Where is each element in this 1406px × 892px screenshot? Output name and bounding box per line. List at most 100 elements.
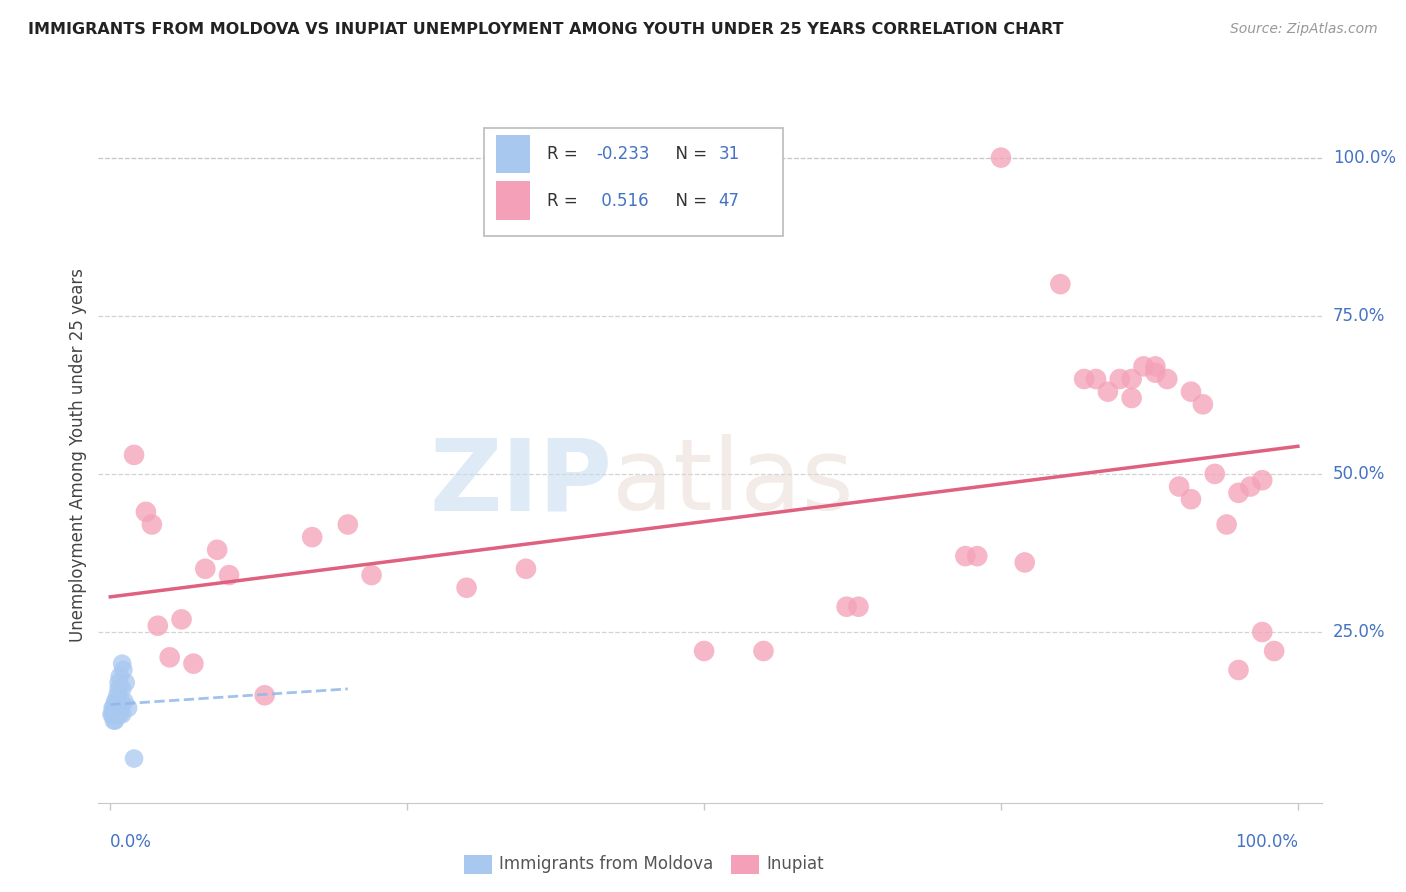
Text: Inupiat: Inupiat: [766, 855, 824, 873]
Point: [114, 675, 136, 690]
Text: 100.0%: 100.0%: [1333, 149, 1396, 167]
Text: ZIP: ZIP: [429, 434, 612, 532]
Point: [1251, 473, 1274, 487]
Point: [1156, 372, 1178, 386]
Point: [218, 568, 240, 582]
Point: [183, 657, 205, 671]
Point: [1180, 492, 1202, 507]
Point: [105, 701, 128, 715]
Point: [1180, 384, 1202, 399]
Point: [108, 669, 131, 683]
Point: [104, 707, 127, 722]
Y-axis label: Unemployment Among Youth under 25 years: Unemployment Among Youth under 25 years: [69, 268, 87, 642]
Text: 100.0%: 100.0%: [1234, 833, 1298, 851]
Point: [107, 688, 129, 702]
Point: [955, 549, 977, 563]
Point: [360, 568, 382, 582]
Point: [105, 695, 128, 709]
Point: [100, 707, 122, 722]
Text: -0.233: -0.233: [596, 145, 650, 163]
Point: [1121, 391, 1143, 405]
Point: [146, 618, 169, 632]
Point: [105, 701, 128, 715]
Point: [135, 505, 157, 519]
Point: [122, 751, 145, 765]
Point: [848, 599, 870, 614]
Point: [1192, 397, 1215, 411]
Point: [103, 714, 125, 728]
Point: [1014, 556, 1036, 570]
Point: [1049, 277, 1071, 292]
Point: [104, 695, 127, 709]
Point: [1132, 359, 1154, 374]
Point: [159, 650, 181, 665]
Point: [1168, 479, 1191, 493]
Point: [1121, 372, 1143, 386]
Point: [108, 701, 131, 715]
Point: [107, 695, 129, 709]
Text: atlas: atlas: [612, 434, 853, 532]
Point: [1263, 644, 1285, 658]
Text: 47: 47: [718, 192, 740, 210]
Point: [1073, 372, 1095, 386]
Point: [103, 707, 125, 722]
Point: [105, 707, 128, 722]
Point: [1085, 372, 1108, 386]
Point: [693, 644, 716, 658]
Text: 0.0%: 0.0%: [110, 833, 152, 851]
Text: Immigrants from Moldova: Immigrants from Moldova: [499, 855, 713, 873]
Point: [1251, 625, 1274, 640]
Point: [107, 707, 129, 722]
Point: [103, 701, 125, 715]
Point: [107, 675, 129, 690]
Point: [110, 701, 132, 715]
Text: Source: ZipAtlas.com: Source: ZipAtlas.com: [1230, 22, 1378, 37]
Point: [336, 517, 359, 532]
Point: [1227, 663, 1250, 677]
Point: [1215, 517, 1237, 532]
Point: [122, 448, 145, 462]
Text: R =: R =: [547, 145, 583, 163]
Point: [456, 581, 478, 595]
Text: 31: 31: [718, 145, 740, 163]
Point: [107, 681, 129, 696]
Point: [111, 707, 134, 722]
Point: [101, 707, 124, 722]
Point: [253, 688, 276, 702]
Point: [1097, 384, 1119, 399]
Point: [835, 599, 858, 614]
Point: [170, 612, 193, 626]
Text: N =: N =: [665, 192, 713, 210]
Text: 25.0%: 25.0%: [1333, 623, 1385, 641]
Point: [114, 695, 136, 709]
Text: 75.0%: 75.0%: [1333, 307, 1385, 325]
Bar: [496, 135, 530, 173]
Bar: [496, 181, 530, 219]
Point: [108, 707, 131, 722]
Point: [194, 562, 217, 576]
Point: [205, 542, 228, 557]
Text: 0.516: 0.516: [596, 192, 650, 210]
Text: 50.0%: 50.0%: [1333, 465, 1385, 483]
Point: [1204, 467, 1226, 481]
Point: [1227, 486, 1250, 500]
Point: [1239, 479, 1261, 493]
Point: [111, 657, 134, 671]
Point: [515, 562, 537, 576]
Text: N =: N =: [665, 145, 713, 163]
Point: [1144, 366, 1167, 380]
Point: [111, 681, 134, 696]
Point: [990, 151, 1012, 165]
Point: [112, 663, 135, 677]
Point: [752, 644, 775, 658]
Point: [110, 695, 132, 709]
Point: [1144, 359, 1167, 374]
Point: [141, 517, 163, 532]
Point: [104, 714, 127, 728]
Point: [117, 701, 139, 715]
Point: [1108, 372, 1130, 386]
FancyBboxPatch shape: [484, 128, 783, 235]
Point: [301, 530, 323, 544]
Point: [101, 701, 124, 715]
Point: [966, 549, 988, 563]
